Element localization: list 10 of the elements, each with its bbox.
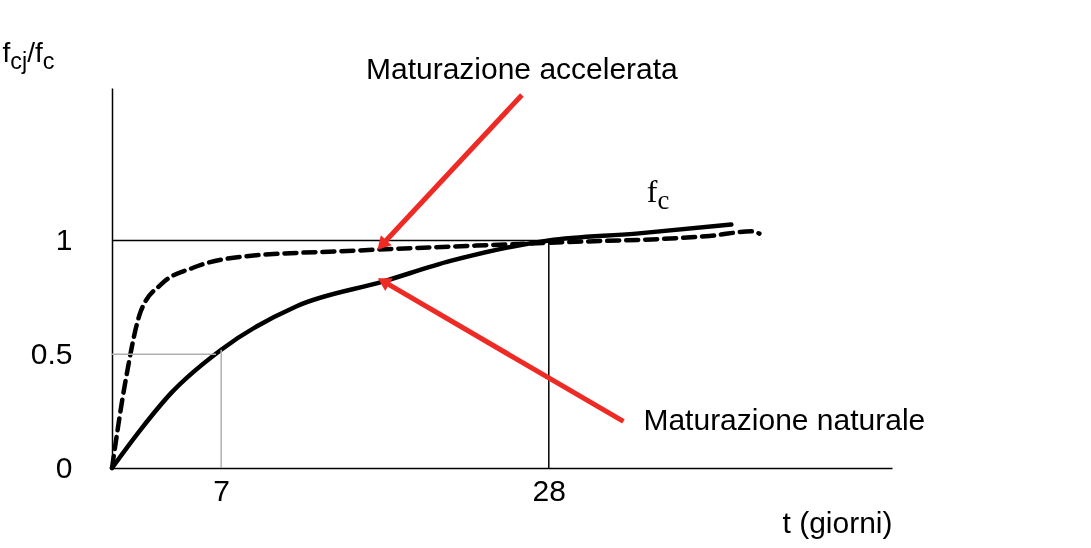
- y-tick-label: 1: [55, 222, 73, 256]
- x-tick-label: 7: [213, 473, 231, 507]
- y-tick-label: 0: [55, 450, 73, 484]
- y-tick-label: 0.5: [30, 336, 73, 370]
- series-label: f$_{c}$: [646, 173, 670, 216]
- annotation: Maturazione naturale: [643, 403, 926, 437]
- x-axis-title: t (giorni): [782, 505, 893, 539]
- x-tick-label: 28: [532, 473, 566, 507]
- annotation: Maturazione accelerata: [365, 52, 679, 86]
- y-axis-title: f$_{cj}$/f$_{c}$: [2, 36, 55, 74]
